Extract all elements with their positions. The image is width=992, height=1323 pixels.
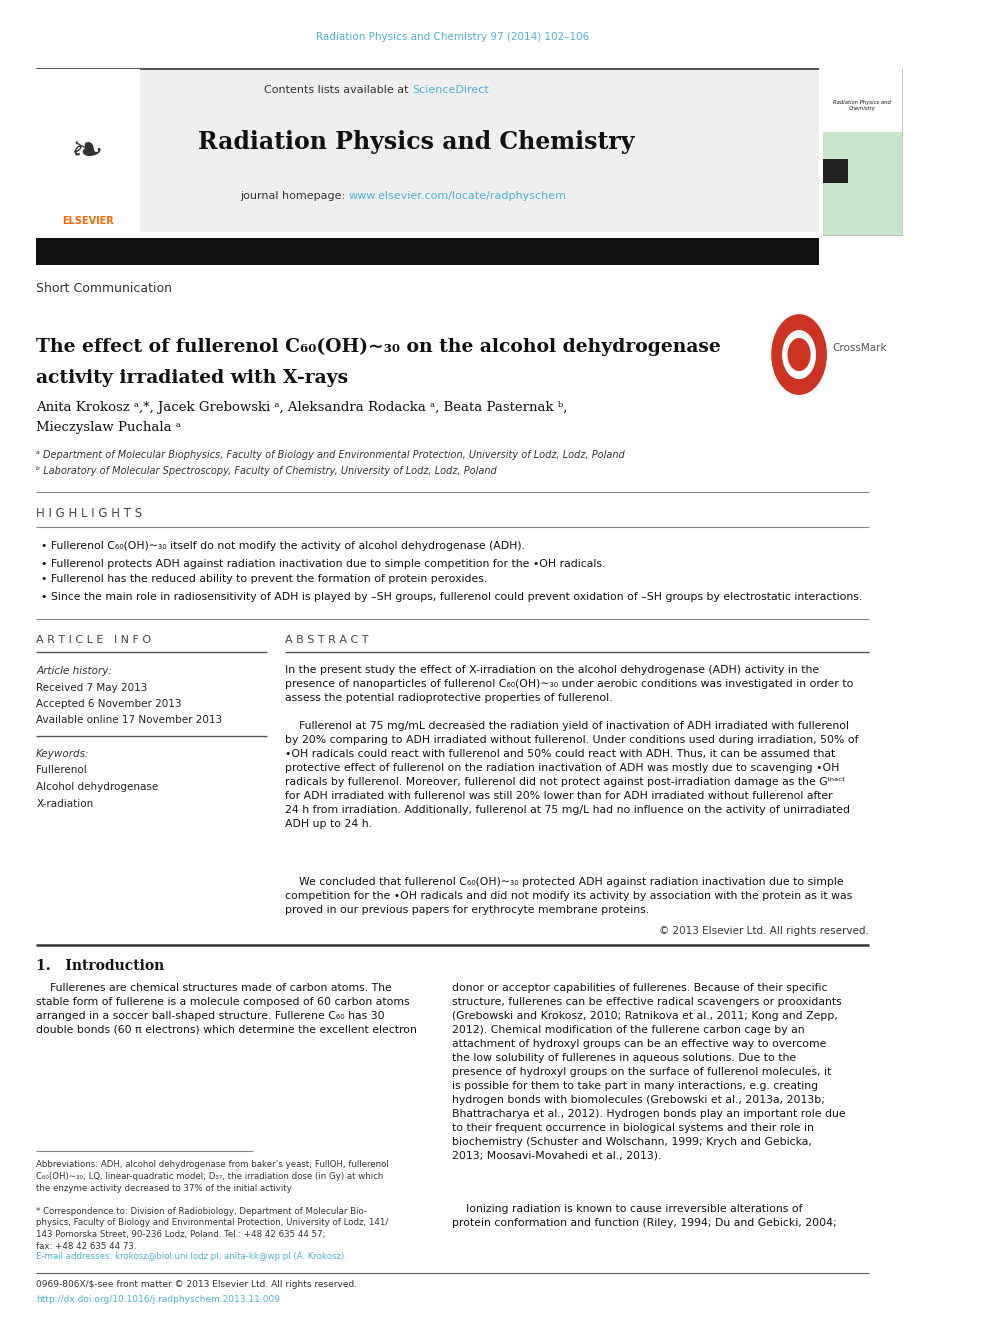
- Text: Available online 17 November 2013: Available online 17 November 2013: [36, 714, 222, 725]
- Text: © 2013 Elsevier Ltd. All rights reserved.: © 2013 Elsevier Ltd. All rights reserved…: [659, 926, 869, 937]
- Text: * Correspondence to: Division of Radiobiology, Department of Molecular Bio-
phys: * Correspondence to: Division of Radiobi…: [36, 1207, 389, 1252]
- Text: ELSEVIER: ELSEVIER: [62, 216, 114, 226]
- Bar: [822, 69, 903, 235]
- Bar: [36, 238, 819, 265]
- Text: Received 7 May 2013: Received 7 May 2013: [36, 683, 148, 693]
- Text: Keywords:: Keywords:: [36, 749, 89, 759]
- Text: • Fullerenol has the reduced ability to prevent the formation of protein peroxid: • Fullerenol has the reduced ability to …: [41, 574, 487, 585]
- Bar: [822, 69, 903, 132]
- Text: Accepted 6 November 2013: Accepted 6 November 2013: [36, 699, 182, 709]
- Text: In the present study the effect of X-irradiation on the alcohol dehydrogenase (A: In the present study the effect of X-irr…: [285, 665, 853, 704]
- Circle shape: [783, 331, 815, 378]
- Text: CrossMark: CrossMark: [832, 343, 887, 353]
- Text: 0969-806X/$-see front matter © 2013 Elsevier Ltd. All rights reserved.: 0969-806X/$-see front matter © 2013 Else…: [36, 1281, 357, 1289]
- Circle shape: [789, 339, 809, 370]
- Text: X-radiation: X-radiation: [36, 799, 93, 810]
- Text: Fullerenol at 75 mg/mL decreased the radiation yield of inactivation of ADH irra: Fullerenol at 75 mg/mL decreased the rad…: [285, 721, 858, 830]
- Text: Radiation Physics and Chemistry: Radiation Physics and Chemistry: [198, 130, 635, 153]
- Text: activity irradiated with X-rays: activity irradiated with X-rays: [36, 369, 348, 388]
- Text: www.elsevier.com/locate/radphyschem: www.elsevier.com/locate/radphyschem: [348, 191, 566, 201]
- Text: H I G H L I G H T S: H I G H L I G H T S: [36, 507, 142, 520]
- Text: Ionizing radiation is known to cause irreversible alterations of
protein conform: Ionizing radiation is known to cause irr…: [452, 1204, 837, 1228]
- Text: Article history:: Article history:: [36, 665, 112, 676]
- Text: Anita Krokosz ᵃ,*, Jacek Grebowski ᵃ, Aleksandra Rodacka ᵃ, Beata Pasternak ᵇ,: Anita Krokosz ᵃ,*, Jacek Grebowski ᵃ, Al…: [36, 401, 567, 414]
- Text: E-mail addresses: krokosz@biol.uni.lodz.pl, anita-kk@wp.pl (A. Krokosz).: E-mail addresses: krokosz@biol.uni.lodz.…: [36, 1252, 347, 1261]
- Text: ❧: ❧: [71, 134, 104, 171]
- Bar: [822, 132, 903, 235]
- Text: ScienceDirect: ScienceDirect: [412, 85, 488, 95]
- Bar: [36, 69, 140, 232]
- Text: Fullerenes are chemical structures made of carbon atoms. The
stable form of full: Fullerenes are chemical structures made …: [36, 983, 417, 1035]
- Circle shape: [772, 315, 826, 394]
- Text: Short Communication: Short Communication: [36, 282, 173, 295]
- Text: The effect of fullerenol C₆₀(OH)∼₃₀ on the alcohol dehydrogenase: The effect of fullerenol C₆₀(OH)∼₃₀ on t…: [36, 337, 721, 356]
- Text: Radiation Physics and Chemistry 97 (2014) 102–106: Radiation Physics and Chemistry 97 (2014…: [315, 32, 589, 42]
- Text: Contents lists available at: Contents lists available at: [264, 85, 412, 95]
- Bar: [36, 69, 819, 232]
- Text: • Fullerenol protects ADH against radiation inactivation due to simple competiti: • Fullerenol protects ADH against radiat…: [41, 558, 605, 569]
- Text: We concluded that fullerenol C₆₀(OH)∼₃₀ protected ADH against radiation inactiva: We concluded that fullerenol C₆₀(OH)∼₃₀ …: [285, 877, 852, 916]
- Text: journal homepage:: journal homepage:: [240, 191, 348, 201]
- Text: ᵇ Laboratory of Molecular Spectroscopy, Faculty of Chemistry, University of Lodz: ᵇ Laboratory of Molecular Spectroscopy, …: [36, 466, 497, 476]
- Text: Fullerenol: Fullerenol: [36, 765, 87, 775]
- Bar: [822, 159, 848, 183]
- Text: A R T I C L E   I N F O: A R T I C L E I N F O: [36, 635, 152, 646]
- Text: 1.   Introduction: 1. Introduction: [36, 959, 165, 972]
- Text: Radiation Physics and
Chemistry: Radiation Physics and Chemistry: [833, 101, 892, 111]
- Text: A B S T R A C T: A B S T R A C T: [285, 635, 369, 646]
- Text: Abbreviations: ADH, alcohol dehydrogenase from baker’s yeast; FullOH, fullerenol: Abbreviations: ADH, alcohol dehydrogenas…: [36, 1160, 389, 1193]
- Text: • Since the main role in radiosensitivity of ADH is played by –SH groups, fuller: • Since the main role in radiosensitivit…: [41, 591, 862, 602]
- Text: http://dx.doi.org/10.1016/j.radphyschem.2013.11.009: http://dx.doi.org/10.1016/j.radphyschem.…: [36, 1295, 280, 1303]
- Text: donor or acceptor capabilities of fullerenes. Because of their specific
structur: donor or acceptor capabilities of fuller…: [452, 983, 846, 1162]
- Text: ᵃ Department of Molecular Biophysics, Faculty of Biology and Environmental Prote: ᵃ Department of Molecular Biophysics, Fa…: [36, 450, 625, 460]
- Text: • Fullerenol C₆₀(OH)∼₃₀ itself do not modify the activity of alcohol dehydrogena: • Fullerenol C₆₀(OH)∼₃₀ itself do not mo…: [41, 541, 525, 552]
- Text: Mieczyslaw Puchala ᵃ: Mieczyslaw Puchala ᵃ: [36, 421, 182, 434]
- Text: Alcohol dehydrogenase: Alcohol dehydrogenase: [36, 782, 159, 792]
